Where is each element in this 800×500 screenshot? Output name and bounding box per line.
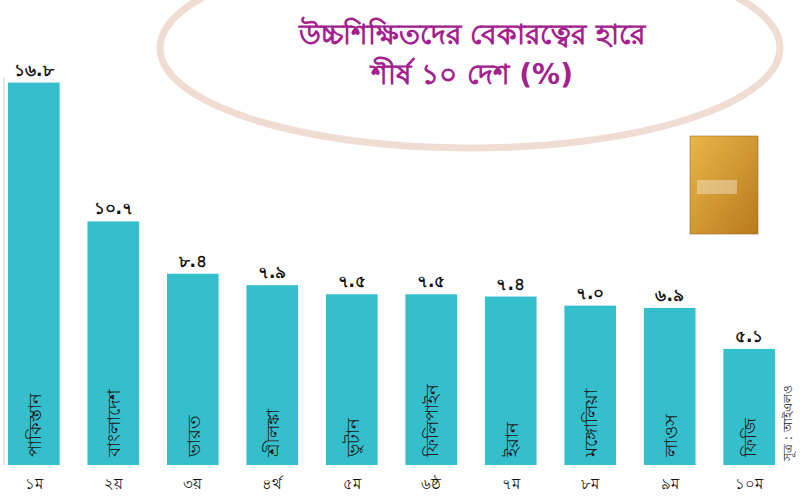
- data-label: ১০.৭: [94, 198, 133, 218]
- rank-label: ৫ম: [343, 475, 362, 493]
- bar: [405, 294, 457, 465]
- rank-label: ৩য়: [183, 475, 203, 493]
- data-label: ৫.১: [735, 326, 763, 346]
- rank-label: ৭ম: [502, 475, 521, 493]
- bars: [8, 83, 775, 465]
- bar: [246, 285, 298, 465]
- rank-label: ৬ষ্ঠ: [421, 475, 441, 493]
- category-label: লাওস: [660, 413, 681, 458]
- rank-label: ১০ম: [735, 475, 764, 493]
- decor-ellipse: [160, 0, 780, 148]
- data-label: ৬.৯: [655, 285, 683, 305]
- bar: [723, 349, 775, 465]
- rank-label: ২য়: [104, 475, 124, 493]
- category-label: মঙ্গোলিয়া: [580, 388, 601, 458]
- data-label: ৭.৪: [496, 274, 524, 294]
- category-label: ফিলিপাইন: [421, 384, 442, 458]
- category-label: পাকিস্তান: [24, 393, 45, 457]
- report-cover-rect: [690, 136, 758, 234]
- data-label: ৭.০: [576, 283, 604, 303]
- category-label: শ্রীলঙ্কা: [262, 408, 283, 458]
- data-label: ৭.৫: [417, 271, 445, 291]
- bar: [485, 297, 537, 465]
- rank-labels: ১ম ২য় ৩য় ৪র্থ ৫ম ৬ষ্ঠ ৭ম ৮ম ৯ম ১০ম: [25, 475, 764, 493]
- data-labels: ১৬.৮ ১০.৭ ৮.৪ ৭.৯ ৭.৫ ৭.৫ ৭.৪ ৭.০ ৬.৯ ৫.১: [14, 60, 763, 346]
- category-label: বাংলাদেশ: [103, 389, 124, 458]
- data-label: ১৬.৮: [14, 60, 54, 80]
- bar: [8, 83, 60, 465]
- category-label: ভুটান: [342, 418, 364, 458]
- data-label: ৭.৯: [258, 262, 286, 282]
- rank-label: ৮ম: [581, 475, 600, 493]
- bar: [564, 306, 616, 465]
- bar: [326, 294, 378, 465]
- rank-label: ৪র্থ: [262, 475, 284, 493]
- title: উচ্চশিক্ষিতদের বেকারত্বের হারে শীর্ষ ১০ দ…: [298, 16, 647, 91]
- report-cover: [690, 136, 758, 234]
- category-labels: পাকিস্তান বাংলাদেশ ভারত শ্রীলঙ্কা ভুটান ফিলিপ…: [24, 384, 760, 458]
- data-label: ৭.৫: [338, 271, 366, 291]
- y-axis-line: [4, 78, 5, 465]
- title-line: উচ্চশিক্ষিতদের বেকারত্বের হারে: [298, 16, 647, 51]
- category-label: ইরান: [501, 422, 522, 458]
- category-label: ফিজি: [739, 417, 760, 458]
- rank-label: ১ম: [25, 475, 44, 493]
- rank-label: ৯ম: [661, 475, 680, 493]
- bar: [167, 274, 219, 465]
- source: সূত্র : আইএলও: [781, 385, 796, 462]
- bar: [644, 308, 696, 465]
- category-label: ভারত: [183, 415, 204, 458]
- bar: [87, 221, 139, 465]
- title-line: শীর্ষ ১০ দেশ (%): [369, 56, 573, 91]
- data-label: ৮.৪: [178, 251, 207, 271]
- report-cover-band: [697, 180, 737, 194]
